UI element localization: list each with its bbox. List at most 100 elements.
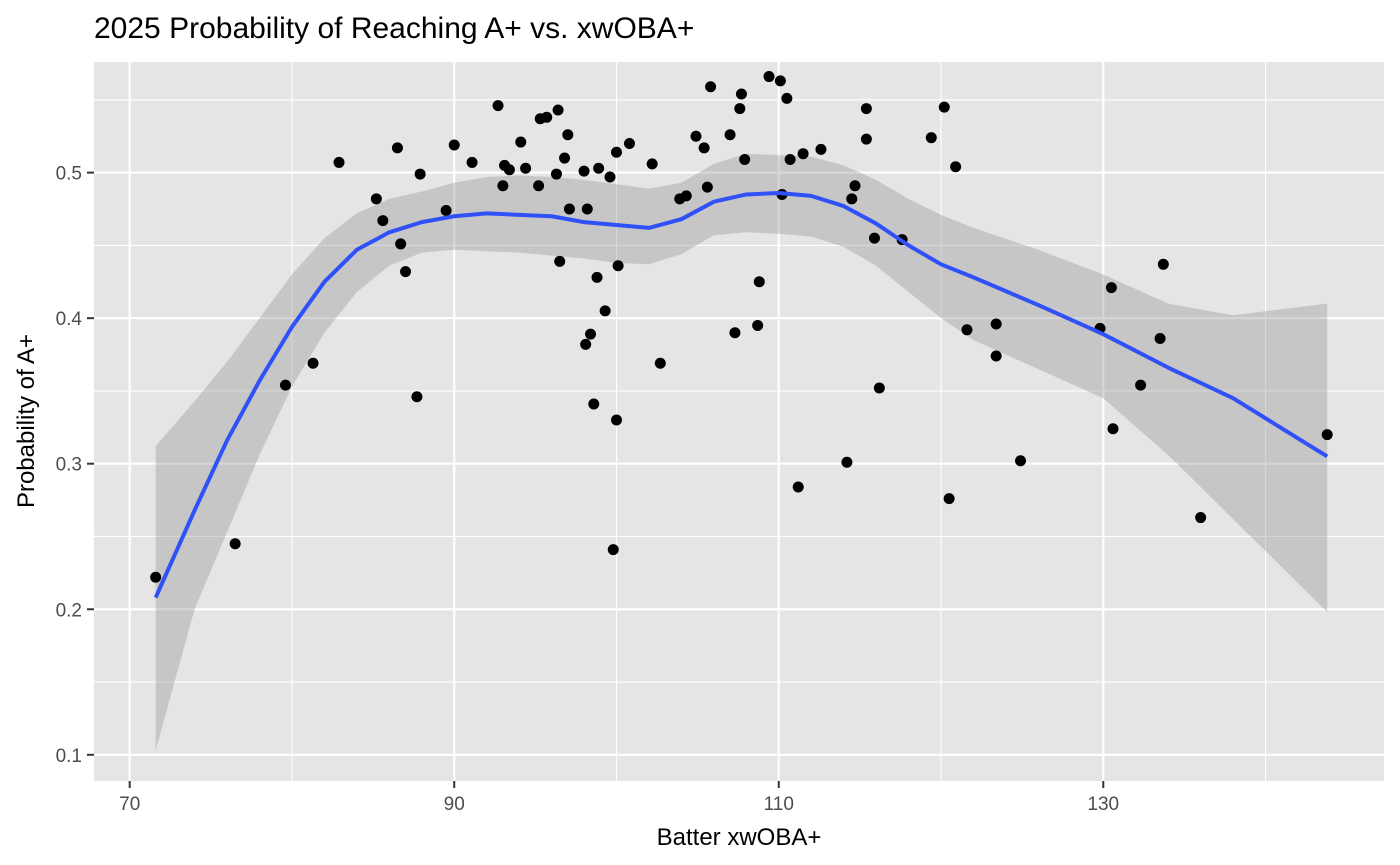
- data-point: [492, 100, 504, 112]
- data-point: [552, 104, 564, 116]
- data-point: [774, 75, 786, 87]
- data-point: [610, 146, 622, 158]
- data-point: [333, 156, 345, 168]
- data-point: [841, 456, 853, 468]
- data-point: [849, 180, 861, 192]
- data-point: [229, 538, 241, 550]
- data-point: [654, 357, 666, 369]
- data-point: [395, 238, 407, 250]
- data-point: [377, 215, 389, 227]
- data-point: [753, 276, 765, 288]
- data-point: [448, 139, 460, 151]
- data-point: [792, 481, 804, 493]
- data-point: [950, 161, 962, 173]
- y-tick-label: 0.4: [56, 309, 83, 330]
- data-point: [680, 190, 692, 202]
- data-point: [860, 103, 872, 115]
- data-point: [739, 154, 751, 166]
- data-point: [646, 158, 658, 170]
- data-point: [815, 143, 827, 155]
- data-point: [370, 193, 382, 205]
- data-point: [550, 168, 562, 180]
- data-point: [938, 101, 950, 113]
- data-point: [533, 180, 545, 192]
- data-point: [541, 111, 553, 123]
- data-point: [554, 255, 566, 267]
- y-tick-label: 0.5: [56, 164, 82, 185]
- data-point: [503, 164, 515, 176]
- x-tick-label: 70: [119, 794, 140, 815]
- data-point: [607, 544, 619, 556]
- y-axis: 0.1 0.2 0.3 0.4 0.5: [56, 164, 94, 767]
- data-point: [593, 162, 605, 174]
- data-point: [690, 130, 702, 142]
- data-point: [1321, 429, 1333, 441]
- data-point: [466, 156, 478, 168]
- data-point: [781, 92, 793, 104]
- data-point: [563, 203, 575, 215]
- data-point: [623, 138, 635, 150]
- minor-gridlines: [94, 62, 1384, 781]
- data-point: [698, 142, 710, 154]
- data-point: [599, 305, 611, 317]
- y-axis-title: Probability of A+: [13, 334, 40, 508]
- data-point: [1154, 333, 1166, 345]
- y-tick-label: 0.3: [56, 455, 82, 476]
- data-point: [515, 136, 527, 148]
- x-tick-label: 110: [764, 794, 794, 815]
- data-point: [1195, 512, 1207, 524]
- data-point: [1105, 282, 1117, 294]
- data-point: [391, 142, 403, 154]
- data-point: [440, 204, 452, 216]
- data-point: [990, 318, 1002, 330]
- data-point: [578, 165, 590, 177]
- data-point: [961, 324, 973, 336]
- data-point: [1135, 379, 1147, 391]
- data-point: [562, 129, 574, 141]
- data-point: [559, 152, 571, 164]
- smooth-line: [153, 190, 1329, 599]
- data-point: [414, 168, 426, 180]
- data-point: [860, 133, 872, 145]
- smooth-line-layer: [153, 190, 1329, 599]
- data-point: [610, 414, 622, 426]
- data-point: [873, 382, 885, 394]
- data-point: [705, 81, 717, 93]
- x-tick-label: 90: [444, 794, 465, 815]
- data-point: [400, 266, 412, 278]
- data-point: [1157, 258, 1169, 270]
- major-gridlines: [94, 62, 1384, 781]
- data-point: [580, 338, 592, 350]
- data-point: [784, 154, 796, 166]
- y-tick-label: 0.1: [56, 746, 82, 767]
- data-point: [1015, 455, 1027, 467]
- chart-title: 2025 Probability of Reaching A+ vs. xwOB…: [94, 12, 695, 45]
- data-point: [943, 493, 955, 505]
- data-point: [520, 162, 532, 174]
- data-point: [729, 327, 741, 339]
- data-point: [868, 232, 880, 244]
- data-point: [150, 571, 162, 583]
- x-axis-title: Batter xwOBA+: [657, 824, 822, 851]
- data-point: [797, 148, 809, 160]
- data-point: [701, 181, 713, 193]
- data-point: [585, 328, 597, 340]
- data-point: [990, 350, 1002, 362]
- data-point: [612, 260, 624, 272]
- data-point: [1107, 423, 1119, 435]
- data-point: [752, 319, 764, 331]
- data-point: [846, 193, 858, 205]
- data-point: [724, 129, 736, 141]
- data-point: [763, 71, 775, 83]
- data-point: [279, 379, 291, 391]
- data-point: [581, 203, 593, 215]
- data-point: [411, 391, 423, 403]
- data-point: [591, 271, 603, 283]
- points-layer: [150, 71, 1333, 583]
- data-point: [925, 132, 937, 144]
- data-point: [734, 103, 746, 115]
- x-tick-label: 130: [1087, 794, 1119, 815]
- data-point: [735, 88, 747, 100]
- plot-panel: [94, 62, 1384, 781]
